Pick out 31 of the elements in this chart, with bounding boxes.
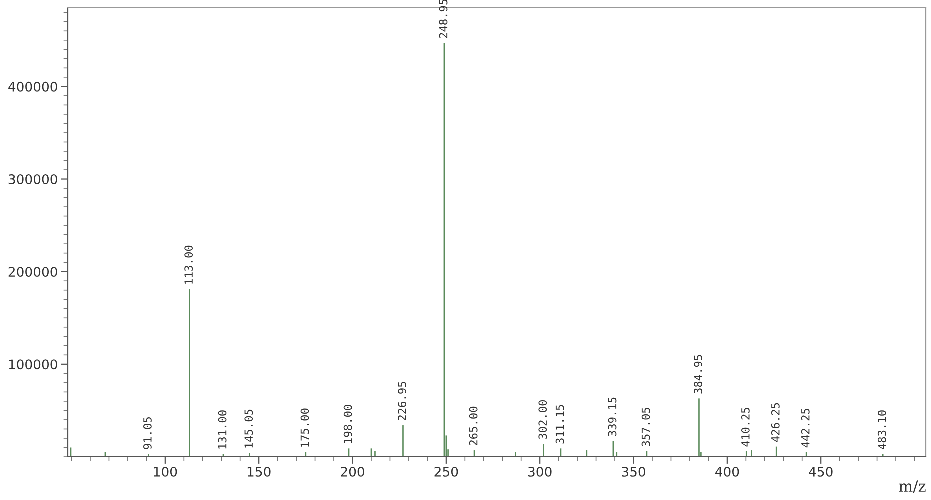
annotation: 442.25: [801, 408, 810, 448]
annotation: 198.00: [344, 405, 352, 444]
x-tick-label: 300: [528, 466, 552, 477]
annotation: 339.15: [608, 398, 617, 436]
annotation: 302.00: [538, 400, 548, 440]
annotation: 131.00: [218, 410, 227, 449]
annotation: 265.00: [469, 406, 478, 446]
x-tick-label: 350: [622, 466, 646, 477]
annotation: 410.25: [741, 408, 750, 447]
annotation: 113.00: [184, 246, 194, 284]
x-tick-label: 150: [248, 466, 271, 477]
annotation: 226.95: [398, 382, 406, 421]
x-tick-label: 100: [154, 466, 178, 477]
y-tick-label: 400000: [8, 82, 58, 92]
annotation: 483.10: [878, 410, 886, 450]
annotation: 384.95: [694, 355, 702, 394]
y-tick-label: 100000: [9, 360, 58, 370]
annotation: 145.05: [244, 410, 254, 448]
y-tick-label: 300000: [8, 174, 58, 184]
annotation: 248.95: [439, 0, 448, 38]
annotation: 357.05: [642, 408, 650, 447]
x-tick-label: 450: [809, 466, 833, 477]
annotation: 175.00: [300, 408, 310, 447]
x-axis-title: m/z: [899, 480, 926, 494]
annotation: 426.25: [771, 403, 780, 442]
x-tick-label: 400: [715, 466, 740, 477]
x-tick-label: 200: [341, 466, 364, 477]
y-tick-label: 200000: [8, 267, 58, 278]
annotation: 91.05: [143, 418, 152, 450]
x-tick-label: 250: [434, 466, 458, 477]
annotation: 311.15: [556, 405, 564, 444]
